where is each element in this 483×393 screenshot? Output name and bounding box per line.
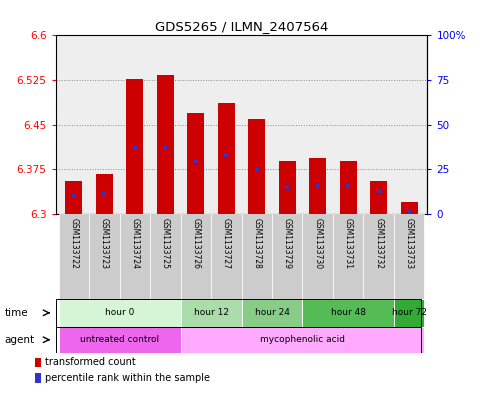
Text: GSM1133729: GSM1133729 bbox=[283, 219, 292, 270]
Text: hour 24: hour 24 bbox=[255, 309, 289, 317]
Bar bbox=[363, 214, 394, 299]
Bar bbox=[96, 174, 113, 214]
Bar bbox=[279, 161, 296, 214]
Text: time: time bbox=[5, 308, 28, 318]
Bar bbox=[218, 103, 235, 214]
Text: hour 72: hour 72 bbox=[392, 309, 426, 317]
Text: hour 48: hour 48 bbox=[331, 309, 366, 317]
Text: percentile rank within the sample: percentile rank within the sample bbox=[45, 373, 210, 383]
Text: mycophenolic acid: mycophenolic acid bbox=[260, 335, 345, 344]
Text: GSM1133728: GSM1133728 bbox=[252, 219, 261, 269]
Bar bbox=[302, 214, 333, 299]
Bar bbox=[370, 182, 387, 214]
Text: agent: agent bbox=[5, 335, 35, 345]
Text: GSM1133725: GSM1133725 bbox=[161, 219, 170, 270]
Bar bbox=[89, 214, 120, 299]
Bar bbox=[242, 214, 272, 299]
Bar bbox=[66, 182, 82, 214]
Bar bbox=[58, 299, 181, 327]
Bar bbox=[157, 75, 174, 214]
Text: GSM1133730: GSM1133730 bbox=[313, 219, 322, 270]
Bar bbox=[333, 214, 363, 299]
Bar bbox=[35, 373, 42, 383]
Bar bbox=[401, 202, 417, 214]
Text: untreated control: untreated control bbox=[80, 335, 159, 344]
Bar bbox=[302, 299, 394, 327]
Bar bbox=[248, 119, 265, 214]
Text: GSM1133726: GSM1133726 bbox=[191, 219, 200, 270]
Bar bbox=[394, 214, 425, 299]
Bar bbox=[58, 327, 181, 353]
Text: GSM1133733: GSM1133733 bbox=[405, 219, 413, 270]
Bar bbox=[211, 214, 242, 299]
Bar bbox=[340, 161, 356, 214]
Text: GSM1133727: GSM1133727 bbox=[222, 219, 231, 270]
Bar bbox=[181, 299, 242, 327]
Bar bbox=[394, 299, 425, 327]
Bar bbox=[272, 214, 302, 299]
Bar bbox=[242, 299, 302, 327]
Bar bbox=[309, 158, 326, 214]
Bar bbox=[58, 214, 89, 299]
Text: hour 12: hour 12 bbox=[194, 309, 228, 317]
Text: GSM1133732: GSM1133732 bbox=[374, 219, 383, 270]
Bar bbox=[187, 113, 204, 214]
Text: GSM1133724: GSM1133724 bbox=[130, 219, 139, 270]
Text: transformed count: transformed count bbox=[45, 357, 136, 367]
Bar bbox=[181, 327, 425, 353]
Title: GDS5265 / ILMN_2407564: GDS5265 / ILMN_2407564 bbox=[155, 20, 328, 33]
Bar bbox=[150, 214, 181, 299]
Text: GSM1133722: GSM1133722 bbox=[70, 219, 78, 269]
Bar bbox=[181, 214, 211, 299]
Text: GSM1133723: GSM1133723 bbox=[100, 219, 109, 270]
Text: GSM1133731: GSM1133731 bbox=[344, 219, 353, 270]
Bar bbox=[120, 214, 150, 299]
Bar bbox=[35, 358, 42, 367]
Bar bbox=[127, 79, 143, 214]
Text: hour 0: hour 0 bbox=[105, 309, 134, 317]
